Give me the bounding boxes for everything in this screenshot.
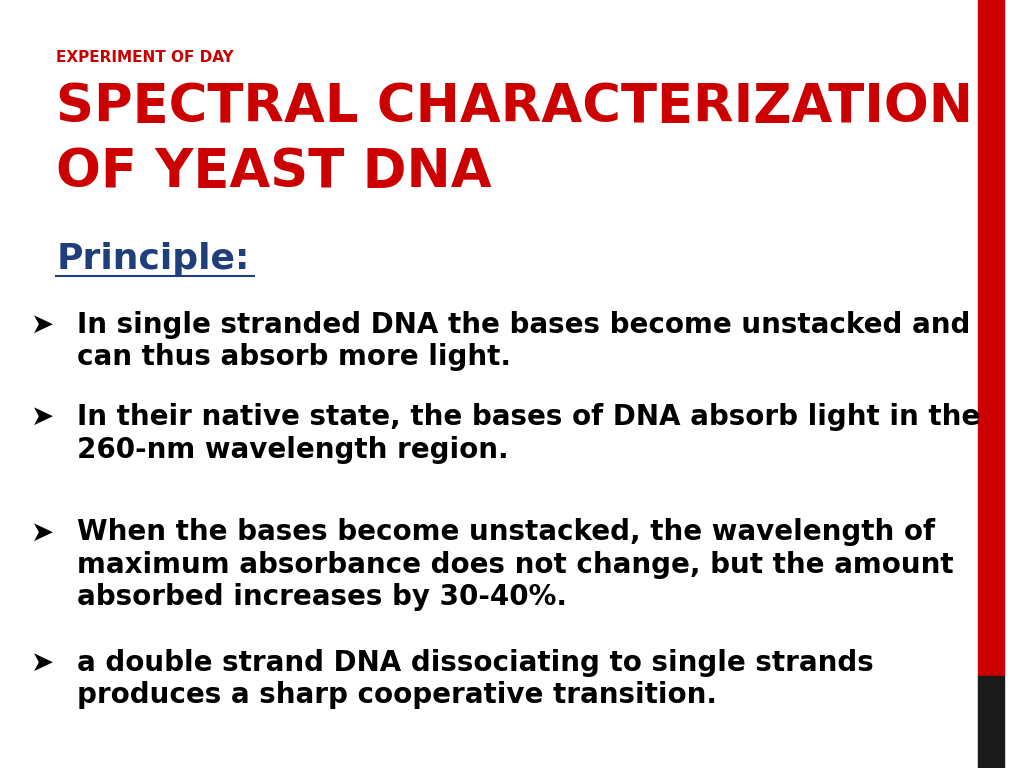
Text: a double strand DNA dissociating to single strands
produces a sharp cooperative : a double strand DNA dissociating to sing…	[77, 649, 873, 710]
Bar	[978, 676, 1004, 768]
Text: When the bases become unstacked, the wavelength of
maximum absorbance does not c: When the bases become unstacked, the wav…	[77, 518, 953, 611]
Text: ➤: ➤	[31, 311, 54, 339]
Text: In single stranded DNA the bases become unstacked and
can thus absorb more light: In single stranded DNA the bases become …	[77, 311, 970, 372]
Text: ➤: ➤	[31, 649, 54, 677]
Text: ➤: ➤	[31, 518, 54, 546]
Text: OF YEAST DNA: OF YEAST DNA	[56, 146, 492, 198]
Text: ➤: ➤	[31, 403, 54, 431]
Text: In their native state, the bases of DNA absorb light in the
260-nm wavelength re: In their native state, the bases of DNA …	[77, 403, 980, 464]
Text: SPECTRAL CHARACTERIZATION: SPECTRAL CHARACTERIZATION	[56, 81, 974, 133]
Text: EXPERIMENT OF DAY: EXPERIMENT OF DAY	[56, 50, 233, 65]
Text: Principle:: Principle:	[56, 242, 250, 276]
Bar	[978, 0, 1004, 676]
